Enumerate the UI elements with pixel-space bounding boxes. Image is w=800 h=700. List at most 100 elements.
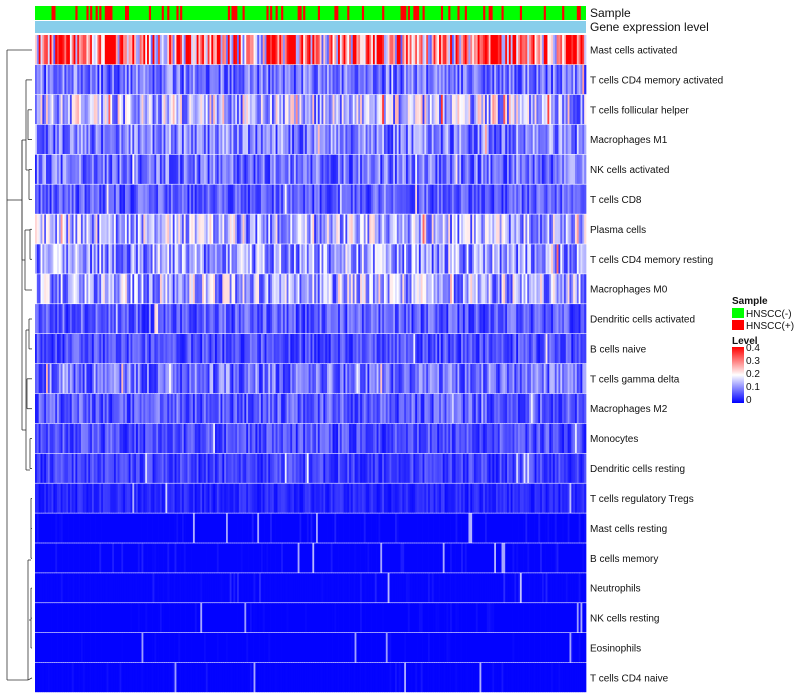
heatmap-cell bbox=[525, 334, 528, 364]
heatmap-cell bbox=[55, 513, 58, 543]
heatmap-cell bbox=[209, 35, 212, 65]
heatmap-cell bbox=[180, 363, 183, 394]
heatmap-cell bbox=[38, 423, 41, 453]
heatmap-cell bbox=[95, 304, 98, 334]
heatmap-cell bbox=[424, 35, 427, 65]
heatmap-cell bbox=[47, 214, 51, 244]
heatmap-cell bbox=[433, 214, 436, 244]
heatmap-cell bbox=[286, 363, 289, 394]
heatmap-cell bbox=[101, 35, 104, 65]
heatmap-cell bbox=[356, 154, 359, 184]
heatmap-cell bbox=[406, 184, 409, 214]
heatmap-cell bbox=[450, 35, 453, 65]
heatmap-cell bbox=[170, 94, 174, 125]
heatmap-cell bbox=[361, 214, 365, 244]
heatmap-cell bbox=[255, 304, 258, 334]
heatmap-cell bbox=[259, 393, 262, 424]
heatmap-cell bbox=[321, 124, 324, 154]
heatmap-cell bbox=[231, 304, 234, 334]
heatmap-cell bbox=[492, 214, 495, 244]
heatmap-cell bbox=[367, 244, 370, 274]
heatmap-cell bbox=[156, 334, 159, 364]
heatmap-cell bbox=[62, 35, 65, 65]
heatmap-cell bbox=[541, 423, 545, 453]
heatmap-cell bbox=[187, 304, 190, 334]
heatmap-cell bbox=[338, 214, 341, 244]
heatmap-cell bbox=[468, 274, 471, 304]
heatmap-cell bbox=[202, 124, 205, 154]
heatmap-cell bbox=[339, 304, 343, 334]
heatmap-cell bbox=[529, 423, 532, 453]
heatmap-cell bbox=[282, 94, 286, 125]
heatmap-cell bbox=[345, 393, 348, 424]
heatmap-cell bbox=[158, 214, 161, 244]
heatmap-cell bbox=[282, 154, 286, 184]
heatmap-cell bbox=[584, 453, 587, 483]
heatmap-cell bbox=[237, 453, 240, 483]
heatmap-cell bbox=[490, 244, 493, 274]
heatmap-cell bbox=[543, 334, 546, 364]
heatmap-cell bbox=[55, 304, 58, 334]
heatmap-cell bbox=[551, 154, 554, 184]
sample-annotation-cell bbox=[86, 6, 89, 20]
heatmap-cell bbox=[396, 274, 400, 304]
heatmap-cell bbox=[380, 393, 383, 424]
heatmap-cell bbox=[123, 274, 126, 304]
heatmap-cell bbox=[273, 214, 276, 244]
heatmap-cell bbox=[582, 304, 585, 334]
heatmap-cell bbox=[244, 274, 247, 304]
heatmap-cell bbox=[38, 393, 41, 424]
heatmap-cell bbox=[578, 363, 581, 394]
heatmap-cell bbox=[99, 304, 102, 334]
heatmap-cell bbox=[328, 64, 332, 95]
heatmap-cell bbox=[567, 244, 570, 274]
heatmap-cell bbox=[523, 393, 526, 424]
heatmap-cell bbox=[303, 124, 306, 154]
heatmap-cell bbox=[233, 244, 236, 274]
heatmap-cell bbox=[510, 154, 513, 184]
heatmap-cell bbox=[567, 124, 570, 154]
heatmap-cell bbox=[450, 184, 453, 214]
heatmap-cell bbox=[185, 363, 188, 394]
heatmap-cell bbox=[576, 184, 580, 214]
heatmap-cell bbox=[290, 423, 293, 453]
heatmap-cell bbox=[159, 184, 163, 214]
heatmap-cell bbox=[519, 214, 523, 244]
heatmap-cell bbox=[573, 483, 576, 513]
heatmap-cell bbox=[112, 94, 115, 125]
heatmap-cell bbox=[102, 64, 106, 95]
heatmap-cell bbox=[582, 94, 585, 125]
heatmap-cell bbox=[209, 274, 212, 304]
heatmap-cell bbox=[334, 453, 337, 483]
heatmap-cell bbox=[473, 244, 477, 274]
heatmap-cell bbox=[91, 154, 95, 184]
heatmap-cell bbox=[560, 154, 563, 184]
heatmap-cell bbox=[560, 334, 563, 364]
heatmap-cell bbox=[428, 35, 431, 65]
heatmap-cell bbox=[354, 124, 357, 154]
heatmap-cell bbox=[40, 154, 43, 184]
heatmap-cell bbox=[484, 423, 488, 453]
heatmap-cell bbox=[325, 304, 328, 334]
heatmap-cell bbox=[108, 94, 111, 125]
heatmap-cell bbox=[93, 154, 96, 184]
heatmap-cell bbox=[584, 184, 587, 214]
heatmap-cell bbox=[481, 393, 484, 424]
heatmap-cell bbox=[494, 64, 497, 95]
heatmap-cell bbox=[213, 334, 216, 364]
heatmap-cell bbox=[235, 334, 238, 364]
heatmap-cell bbox=[257, 423, 260, 453]
heatmap-cell bbox=[165, 453, 168, 483]
heatmap-cell bbox=[477, 124, 480, 154]
heatmap-cell bbox=[80, 94, 84, 125]
sample-annotation-track bbox=[35, 6, 586, 20]
heatmap-cell bbox=[429, 483, 433, 513]
heatmap-cell bbox=[152, 244, 155, 274]
heatmap-cell bbox=[497, 154, 501, 184]
heatmap-cell bbox=[398, 184, 401, 214]
heatmap-cell bbox=[378, 214, 381, 244]
heatmap-cell bbox=[435, 64, 438, 95]
heatmap-cell bbox=[556, 363, 559, 394]
heatmap-cell bbox=[110, 35, 113, 65]
heatmap-cell bbox=[400, 363, 403, 394]
